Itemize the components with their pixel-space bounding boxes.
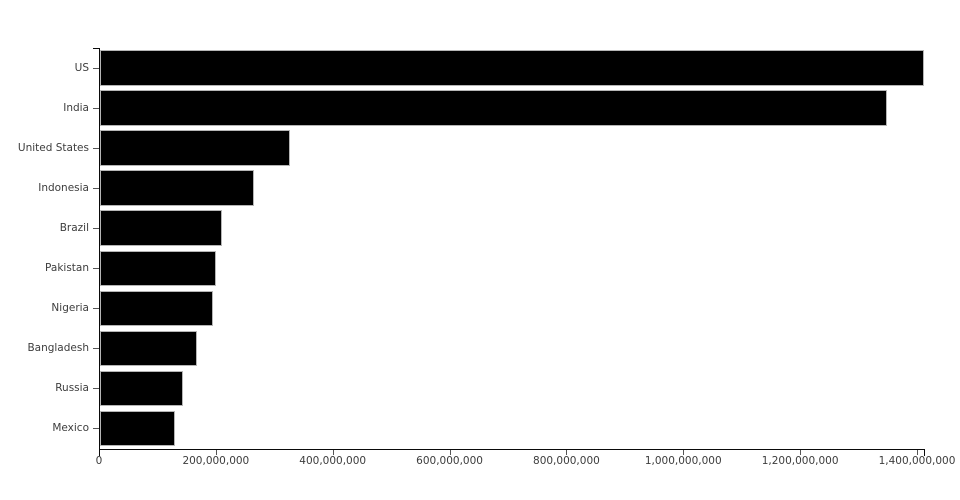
x-tick-label: 400,000,000 [299, 455, 367, 467]
y-category-label: Mexico [52, 422, 89, 435]
y-tick-mark [92, 148, 99, 150]
bar [100, 130, 291, 166]
y-category-label: Indonesia [38, 182, 89, 195]
y-category-label: India [63, 102, 89, 115]
x-axis-right-cap [924, 448, 925, 456]
bar [100, 290, 213, 327]
x-tick-label: 800,000,000 [533, 455, 600, 467]
x-tick-label: 600,000,000 [416, 455, 483, 467]
x-tick-label: 0 [95, 455, 103, 467]
y-tick-mark [92, 68, 99, 70]
bar [100, 170, 254, 206]
x-axis-left-cap [99, 448, 100, 456]
x-tick-mark [800, 448, 802, 455]
y-category-label: Nigeria [51, 302, 89, 315]
x-tick-mark [916, 448, 918, 455]
y-category-label: Bangladesh [27, 342, 89, 355]
bar [100, 330, 197, 367]
x-tick-label: 1,000,000,000 [644, 455, 722, 467]
x-tick-mark [215, 448, 217, 455]
y-tick-mark [92, 308, 99, 310]
x-tick-label: 1,400,000,000 [878, 455, 956, 467]
y-tick-mark [92, 428, 99, 430]
y-axis-top-cap [93, 48, 99, 49]
y-tick-mark [92, 388, 99, 390]
y-tick-mark [92, 348, 99, 350]
bar [100, 210, 223, 246]
x-tick-mark [683, 448, 685, 455]
bar [100, 250, 217, 287]
y-category-label: Russia [55, 382, 89, 395]
y-axis-line [99, 48, 100, 450]
y-category-label: US [74, 62, 89, 75]
bar [100, 370, 184, 407]
x-axis-line [99, 448, 925, 450]
bar [100, 50, 924, 86]
y-category-label: United States [17, 142, 89, 155]
y-tick-mark [92, 268, 99, 270]
bar [100, 90, 887, 126]
x-tick-mark [566, 448, 568, 455]
x-tick-label: 1,200,000,000 [761, 455, 839, 467]
y-tick-mark [92, 188, 99, 190]
x-tick-mark [449, 448, 451, 455]
bar [100, 410, 175, 447]
y-tick-mark [92, 228, 99, 230]
y-tick-mark [92, 108, 99, 110]
y-category-label: Pakistan [45, 262, 89, 275]
y-category-label: Brazil [59, 222, 89, 235]
x-tick-label: 200,000,000 [182, 455, 250, 467]
x-tick-mark [332, 448, 334, 455]
